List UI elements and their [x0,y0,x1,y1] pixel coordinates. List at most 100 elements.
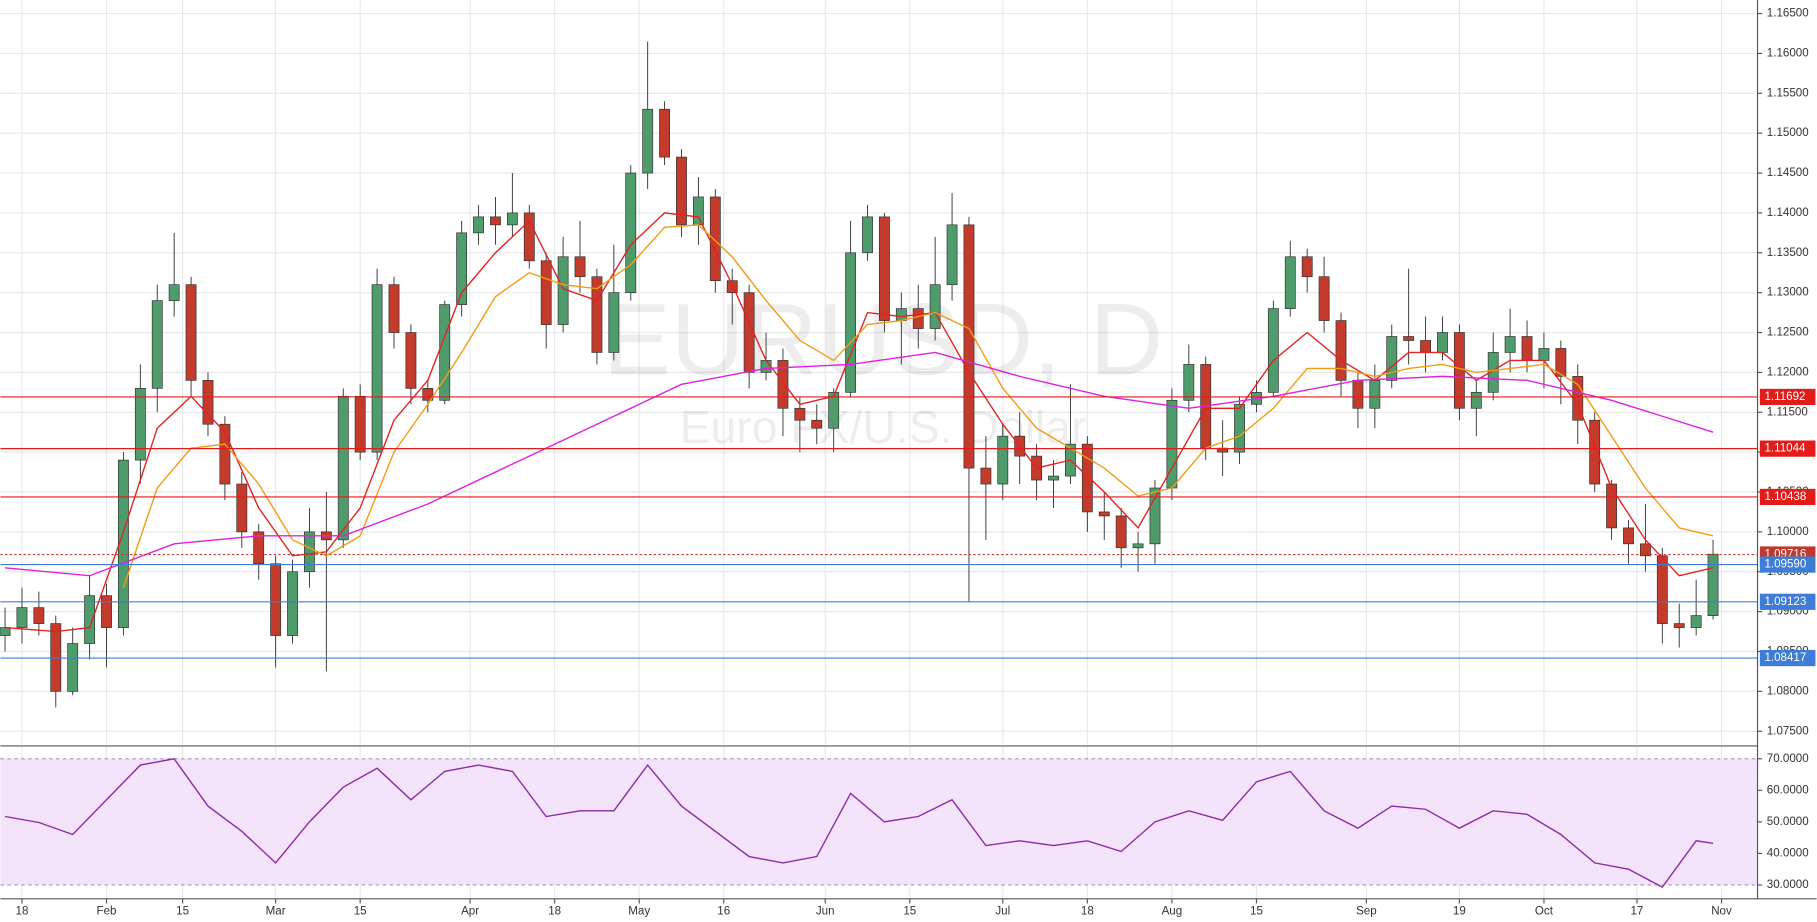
candle-body [828,391,840,429]
y-tick-label: 1.12000 [1767,366,1809,378]
candle-body [168,284,180,301]
candle-body [388,284,400,333]
candle-body [337,395,349,541]
candle-body [1521,336,1533,361]
candle-body [118,459,129,628]
level-label: 1.09590 [1764,559,1806,571]
level-tag [1759,440,1816,457]
candle-body [439,304,451,401]
rsi-band [0,758,1758,885]
candle-body [980,467,992,485]
x-tick-label: Oct [1535,906,1554,918]
x-tick-label: 19 [1453,906,1466,918]
y-tick-label: 70.0000 [1767,753,1809,765]
candle-body [219,423,231,485]
candle-body [1098,511,1110,517]
candle-body [1386,336,1398,381]
y-tick-label: 1.10000 [1767,526,1809,538]
candle-body [1318,276,1330,321]
candle-body [1639,543,1651,557]
candle-body [997,435,1009,485]
candle-body [946,224,958,286]
candle-body [405,332,417,389]
candle-body [676,156,687,226]
moving-average [4,351,1714,577]
candle-body [1403,336,1415,341]
candle-body [912,308,924,329]
candle-body [878,216,890,321]
candle-body [777,360,789,409]
candle-body [929,284,941,329]
level-label: 1.09123 [1764,596,1806,608]
y-tick-label: 1.16000 [1767,47,1809,59]
candle-body [1623,527,1634,545]
level-tag [1759,556,1816,573]
y-tick-label: 1.14500 [1767,167,1809,179]
candle-body [84,595,96,644]
x-tick-label: 18 [1081,906,1094,918]
x-tick-label: Aug [1162,906,1183,918]
candle-body [1369,380,1381,409]
candle-body [523,212,535,262]
candle-body [692,196,704,226]
candle-body [642,108,654,174]
candle-body [1234,403,1245,453]
candle-body [185,284,197,381]
candle-body [743,292,755,373]
candle-body [1707,553,1719,616]
y-tick-label: 1.07500 [1767,725,1809,737]
candle-body [101,595,112,628]
candle-body [1335,320,1347,381]
candle-body [709,196,721,282]
rsi-line [4,758,1714,889]
y-tick-label: 1.13000 [1767,287,1809,299]
x-tick-label: Jun [816,906,835,918]
plot-area [0,41,1758,889]
level-label: 1.10438 [1764,491,1806,503]
candle-body [1673,623,1685,628]
candle-body [1606,483,1618,529]
x-tick-label: Jul [995,906,1010,918]
y-tick-label: 1.11500 [1767,406,1808,418]
watermark-subtitle: Euro FX/U.S. Dollar [680,401,1087,453]
x-tick-label: 18 [16,906,29,918]
candle-body [1538,348,1550,361]
x-tick-label: 15 [1250,906,1263,918]
candle-body [33,607,45,624]
candle-body [811,419,823,429]
x-tick-label: 16 [717,906,730,918]
candle-body [1504,336,1516,353]
level-label: 1.08417 [1764,652,1806,664]
y-tick-label: 1.13500 [1767,247,1809,259]
candle-body [1132,543,1144,549]
candle-body [794,407,806,421]
candle-body [760,360,772,373]
candle-body [625,172,637,293]
candle-body [540,260,552,325]
grid [0,0,1758,899]
x-tick-label: 15 [903,906,916,918]
candle-body [456,232,468,305]
x-tick-label: May [628,906,650,918]
candle-body [1081,443,1093,513]
candle-body [490,216,501,226]
candle-body [134,387,146,461]
candle-body [506,212,518,226]
moving-average [122,224,1714,588]
level-tag [1759,649,1816,667]
x-tick-label: Apr [461,906,479,918]
candle-body [1048,475,1059,481]
y-tick-label: 1.08000 [1767,685,1809,697]
x-tick-label: 18 [548,906,561,918]
candle-body [862,216,873,254]
level-label: 1.11692 [1764,391,1805,403]
candle-body [1437,332,1448,353]
candle-body [963,224,975,469]
candle-body [253,531,265,565]
candle-body [1267,308,1279,393]
y-tick-label: 30.0000 [1767,879,1809,891]
candle-body [1656,555,1668,624]
x-tick-label: 17 [1631,906,1644,918]
candle-body [304,531,315,573]
x-tick-label: 15 [354,906,367,918]
